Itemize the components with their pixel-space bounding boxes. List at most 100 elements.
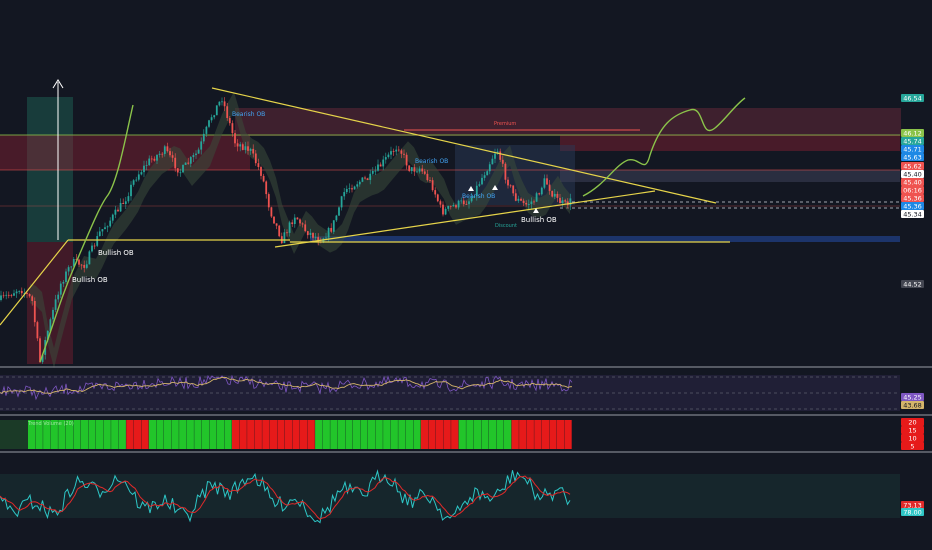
candle <box>527 204 530 205</box>
candle <box>499 151 502 160</box>
trend-bar <box>541 420 550 449</box>
candle <box>210 117 213 121</box>
trend-bar <box>277 420 285 449</box>
candle <box>436 194 439 202</box>
candle <box>249 148 252 151</box>
candle <box>127 196 130 202</box>
candle <box>88 251 91 265</box>
candle <box>200 141 203 150</box>
candle <box>135 179 138 181</box>
candle <box>462 200 465 205</box>
trend-bar <box>171 420 179 449</box>
order-block-label: Bullish OB <box>521 216 557 224</box>
candle <box>176 168 179 173</box>
candle <box>72 259 75 267</box>
candle <box>202 133 205 142</box>
trend-bar <box>254 420 262 449</box>
order-block-label: Bearish OB <box>415 158 448 165</box>
candle <box>478 184 481 186</box>
candle <box>533 201 535 203</box>
candle <box>509 185 512 187</box>
price-tag: 45.36 <box>901 202 924 210</box>
trend-bar <box>428 420 436 449</box>
trend-bar <box>103 420 111 449</box>
candle <box>569 198 572 206</box>
svg-text:78.00: 78.00 <box>903 508 922 516</box>
candle <box>377 164 379 171</box>
candle <box>7 294 10 296</box>
price-tag: 45.74 <box>901 137 924 145</box>
candle <box>80 264 83 266</box>
trend-volume-pane[interactable]: Trend Volume (20) <box>0 420 572 449</box>
price-tag: 45.40 <box>901 170 924 178</box>
trend-bar <box>511 420 519 449</box>
candle <box>361 177 364 182</box>
candle <box>189 157 192 164</box>
candle <box>317 237 320 242</box>
candle <box>39 338 41 363</box>
candle <box>522 200 525 203</box>
trend-bar <box>300 420 308 449</box>
trend-bar <box>209 420 217 449</box>
candle <box>470 197 473 202</box>
premium-zone <box>235 108 901 136</box>
trend-cloud <box>30 92 570 368</box>
trendline <box>0 239 69 326</box>
trend-bar <box>564 420 572 449</box>
order-block-label: Bearish OB <box>462 193 495 200</box>
candle <box>57 294 60 300</box>
candle <box>101 229 104 232</box>
candle <box>452 205 455 207</box>
trend-bar <box>549 420 557 449</box>
candle <box>356 184 359 187</box>
candle <box>231 123 234 134</box>
candle <box>291 222 294 225</box>
candle <box>197 149 200 154</box>
candle <box>96 236 99 246</box>
price-tag: 45.25 <box>901 393 924 401</box>
candle <box>195 153 197 156</box>
candle <box>187 162 190 164</box>
candle <box>444 208 447 215</box>
trend-bar <box>28 420 36 449</box>
candle <box>52 309 54 320</box>
candle <box>327 228 330 238</box>
candle <box>0 295 2 300</box>
trend-bar <box>164 420 172 449</box>
candle <box>174 157 177 169</box>
stochastic-pane[interactable] <box>0 469 900 524</box>
candle <box>49 319 52 331</box>
trend-bar <box>239 420 247 449</box>
trend-bar <box>224 420 232 449</box>
svg-text:45.74: 45.74 <box>903 137 922 145</box>
trend-bar <box>345 420 353 449</box>
price-scale[interactable]: 46.5446.1245.7445.7145.6345.6245.4045.40… <box>901 94 924 516</box>
candle <box>455 205 457 208</box>
trend-bar <box>96 420 104 449</box>
marker-icon <box>533 208 539 213</box>
trend-bar <box>405 420 414 449</box>
trend-bar <box>284 420 293 449</box>
candle <box>288 222 291 233</box>
candle <box>405 154 408 166</box>
svg-text:73.13: 73.13 <box>903 501 922 509</box>
stoch-band <box>0 474 900 518</box>
candle <box>369 173 372 180</box>
candle <box>221 101 223 103</box>
candle <box>228 118 231 124</box>
price-pane[interactable]: Bullish OB Bullish OB Bullish OB Bearish… <box>0 79 901 368</box>
candle <box>23 293 26 294</box>
svg-text:06:16: 06:16 <box>903 186 922 194</box>
trend-bar <box>232 420 240 449</box>
candle <box>374 170 377 172</box>
rsi-pane[interactable] <box>0 374 900 411</box>
price-tag: 45.34 <box>901 210 924 218</box>
candle <box>254 153 257 164</box>
candle <box>325 237 327 239</box>
candle <box>486 171 489 176</box>
candle <box>267 194 270 208</box>
candle <box>468 201 470 205</box>
candle <box>348 188 351 189</box>
candle <box>117 209 119 212</box>
